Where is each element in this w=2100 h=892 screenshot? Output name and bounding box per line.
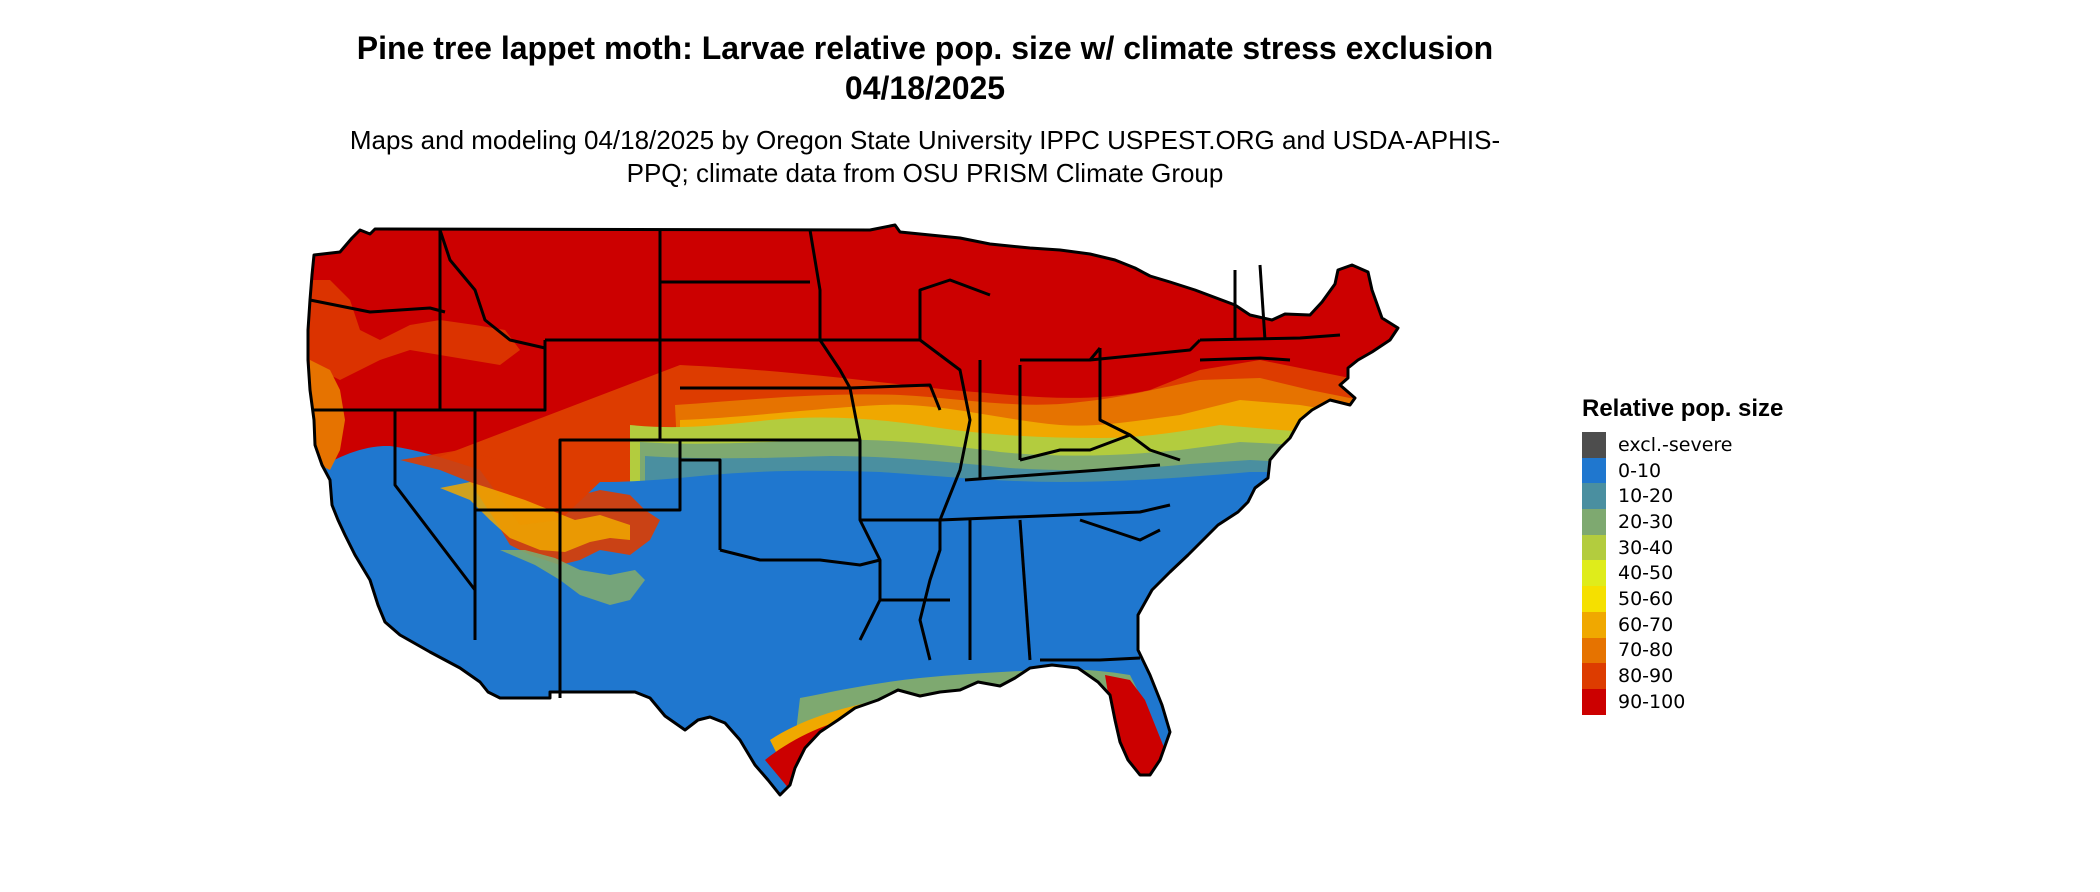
map-subtitle: Maps and modeling 04/18/2025 by Oregon S… bbox=[349, 125, 1501, 188]
legend-label: 0-10 bbox=[1618, 459, 1662, 482]
border-wi-mi bbox=[918, 278, 991, 340]
band-gulf-60-70 bbox=[770, 689, 1020, 780]
legend-swatch bbox=[1582, 457, 1606, 484]
border-ga-sc bbox=[1079, 518, 1161, 542]
legend-swatch bbox=[1582, 509, 1606, 535]
legend-label: 90-100 bbox=[1618, 690, 1686, 713]
border-id-mt bbox=[438, 229, 546, 350]
border-red-river bbox=[719, 548, 881, 567]
us-map bbox=[300, 220, 1560, 890]
border-al-ga bbox=[1018, 519, 1032, 661]
legend-label: 50-60 bbox=[1618, 587, 1674, 610]
legend-label: 30-40 bbox=[1618, 536, 1674, 559]
band-coast-70-80 bbox=[310, 360, 345, 470]
legend-swatch bbox=[1582, 560, 1606, 587]
legend-swatch bbox=[1582, 611, 1606, 638]
border-ma bbox=[1199, 333, 1341, 342]
population-bands bbox=[308, 225, 1398, 795]
legend-item: 10-20 bbox=[1582, 483, 1783, 510]
legend-swatch bbox=[1582, 432, 1606, 458]
border-ct-ri bbox=[1199, 356, 1291, 362]
legend-swatch bbox=[1582, 637, 1606, 664]
legend-swatch bbox=[1582, 483, 1606, 510]
border-mn-ia-mo-ar bbox=[808, 229, 882, 641]
legend-item: 50-60 bbox=[1582, 586, 1783, 612]
legend-item: 0-10 bbox=[1582, 457, 1783, 484]
legend-item: 60-70 bbox=[1582, 611, 1783, 638]
legend-label: 20-30 bbox=[1618, 510, 1674, 533]
us-map-svg bbox=[306, 223, 1400, 797]
band-florida-90-100 bbox=[1105, 675, 1165, 778]
legend-item: 90-100 bbox=[1582, 688, 1783, 715]
legend-label: 60-70 bbox=[1618, 613, 1674, 636]
legend-swatch bbox=[1582, 534, 1606, 561]
band-northwest-80-90 bbox=[308, 280, 520, 380]
legend-label: excl.-severe bbox=[1618, 433, 1733, 456]
border-wv-va bbox=[1019, 433, 1181, 462]
border-tn-south bbox=[939, 503, 1171, 522]
legend-swatch bbox=[1582, 586, 1606, 612]
border-ky-tn bbox=[964, 463, 1161, 482]
border-nh-me bbox=[1258, 264, 1267, 341]
legend-item: 80-90 bbox=[1582, 663, 1783, 689]
legend-label: 80-90 bbox=[1618, 665, 1674, 688]
legend-label: 10-20 bbox=[1618, 485, 1674, 508]
map-title: Pine tree lappet moth: Larvae relative p… bbox=[356, 30, 1494, 106]
legend-label: 40-50 bbox=[1618, 562, 1674, 585]
legend-item: 40-50 bbox=[1582, 560, 1783, 587]
border-ia-mo bbox=[849, 383, 942, 411]
legend-title: Relative pop. size bbox=[1582, 395, 1784, 422]
border-id-wy-ut bbox=[475, 340, 547, 412]
legend-swatch bbox=[1582, 663, 1606, 689]
legend-swatch bbox=[1582, 688, 1606, 715]
legend-item: excl.-severe bbox=[1582, 432, 1783, 458]
state-borders bbox=[306, 223, 1400, 797]
legend-item: 30-40 bbox=[1582, 534, 1783, 561]
legend-items: excl.-severe 0-10 10-20 20-30 30-40 40-50 50-6… bbox=[1582, 432, 1783, 715]
border-wa-or bbox=[309, 298, 446, 314]
border-ca-nv bbox=[393, 410, 477, 591]
border-ok-tx bbox=[680, 458, 722, 550]
legend: Relative pop. size excl.-severe 0-10 10-20… bbox=[1582, 394, 1783, 715]
legend-item: 70-80 bbox=[1582, 637, 1783, 664]
legend-label: 70-80 bbox=[1618, 639, 1674, 662]
band-southwest-20-30 bbox=[500, 550, 645, 605]
legend-item: 20-30 bbox=[1582, 509, 1783, 535]
border-pa-ny bbox=[1089, 338, 1202, 362]
border-fl bbox=[1040, 656, 1141, 662]
border-co-nm bbox=[560, 438, 682, 512]
band-southwest-60-70 bbox=[440, 482, 630, 552]
border-pa-wv bbox=[1098, 348, 1131, 437]
